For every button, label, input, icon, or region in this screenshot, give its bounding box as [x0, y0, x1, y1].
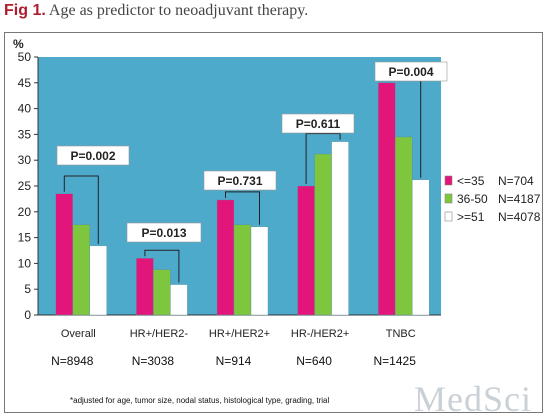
bar-HR-/HER2+-<=35 — [297, 185, 315, 316]
bar-TNBC-36-50 — [395, 136, 413, 316]
y-tick-label: 5 — [24, 282, 31, 296]
legend-swatch-<=35 — [444, 175, 453, 186]
p-value-box — [374, 61, 448, 82]
legend-n-label: N=4078 — [498, 210, 541, 224]
legend-swatch-36-50 — [444, 193, 453, 204]
x-tick-label: HR-/HER2+ — [291, 328, 349, 340]
x-tick-label: HR+/HER2- — [130, 328, 189, 340]
legend-label: 36-50 — [457, 192, 488, 206]
y-tick-label: 10 — [18, 256, 32, 270]
bar-Overall->=51 — [89, 245, 108, 316]
significance-bracket — [225, 191, 260, 225]
p-value-box — [56, 145, 130, 166]
bar-Overall-<=35 — [55, 193, 73, 316]
bar-HR+/HER2--36-50 — [153, 269, 171, 316]
p-value-box — [203, 170, 277, 191]
bar-TNBC-<=35 — [378, 82, 396, 316]
group-n-label: N=3038 — [132, 354, 175, 368]
significance-bracket — [144, 249, 180, 283]
bar-HR+/HER2-->=51 — [170, 284, 188, 316]
bar-Overall-36-50 — [72, 224, 91, 316]
x-tick-label: HR+/HER2+ — [209, 328, 270, 340]
bar-HR+/HER2+->=51 — [250, 226, 269, 316]
legend-label: >=51 — [457, 210, 485, 224]
x-tick-label: TNBC — [386, 328, 416, 340]
y-tick-label: 25 — [18, 179, 32, 193]
p-value-label: P=0.002 — [70, 149, 115, 163]
group-n-label: N=914 — [216, 354, 252, 368]
watermark-logo: MedSci — [414, 379, 532, 419]
y-tick-label: 45 — [18, 76, 32, 90]
figure-caption: Fig 1. Age as predictor to neoadjuvant t… — [4, 2, 308, 20]
y-axis-title: % — [13, 37, 24, 51]
y-tick-label: 20 — [18, 205, 32, 219]
p-value-label: P=0.004 — [388, 65, 433, 79]
group-n-label: N=1425 — [374, 354, 417, 368]
p-value-label: P=0.013 — [141, 226, 186, 240]
p-value-box — [126, 222, 202, 243]
bar-HR+/HER2+-<=35 — [216, 199, 235, 316]
p-value-label: P=0.731 — [217, 174, 262, 188]
p-value-box — [281, 113, 355, 134]
bar-HR+/HER2+-36-50 — [233, 224, 252, 316]
y-tick-label: 15 — [18, 231, 32, 245]
group-n-label: N=640 — [296, 354, 332, 368]
significance-bracket — [63, 175, 99, 244]
bar-HR+/HER2--<=35 — [136, 258, 154, 316]
x-tick-label: Overall — [61, 328, 96, 340]
y-tick-label: 40 — [18, 102, 32, 116]
p-value-label: P=0.611 — [296, 117, 341, 131]
legend-n-label: N=4187 — [498, 192, 541, 206]
bar-HR-/HER2+->=51 — [331, 141, 349, 316]
bar-TNBC->=51 — [412, 179, 430, 316]
group-n-label: N=8948 — [51, 354, 94, 368]
y-tick-label: 0 — [24, 308, 31, 322]
y-tick-label: 35 — [18, 127, 32, 141]
y-tick-label: 50 — [18, 50, 32, 64]
legend-label: <=35 — [457, 174, 485, 188]
footnote: *adjusted for age, tumor size, nodal sta… — [70, 396, 330, 405]
significance-bracket — [305, 133, 341, 184]
figure-caption-text: Age as predictor to neoadjuvant therapy. — [48, 2, 309, 19]
legend-n-label: N=704 — [498, 174, 534, 188]
figure-caption-label: Fig 1. — [4, 2, 46, 19]
legend-swatch->=51 — [444, 211, 453, 222]
y-tick-label: 30 — [18, 153, 32, 167]
bar-HR-/HER2+-36-50 — [314, 153, 332, 316]
